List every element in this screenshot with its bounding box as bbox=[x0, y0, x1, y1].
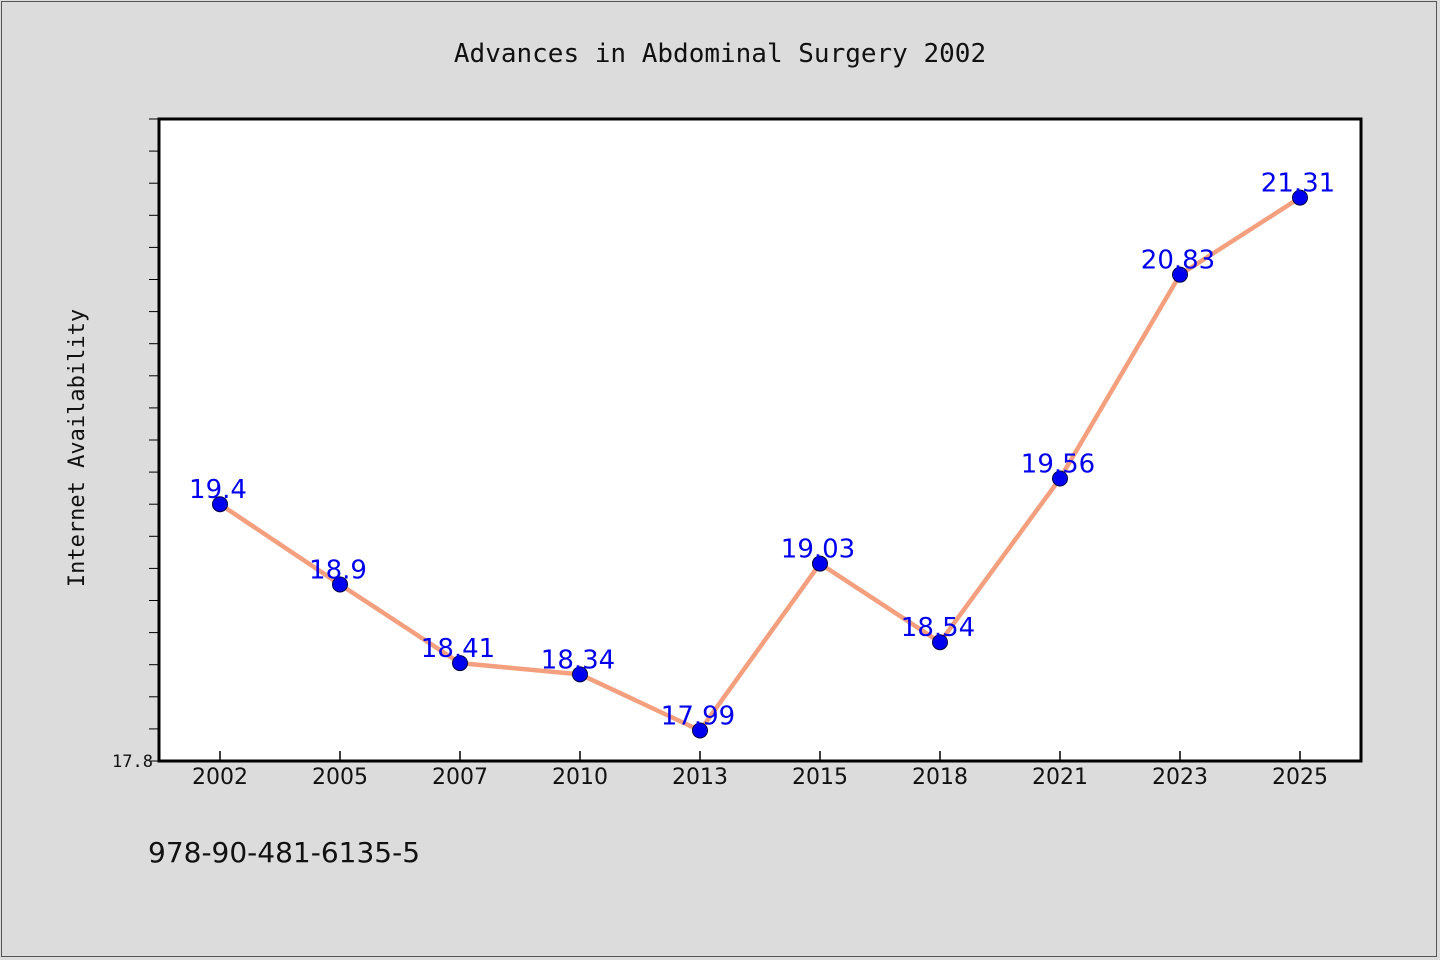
x-tick-label: 2007 bbox=[432, 765, 488, 790]
data-label: 21.31 bbox=[1261, 169, 1335, 199]
data-label: 17.99 bbox=[661, 702, 735, 732]
y-axis-label: Internet Availability bbox=[65, 309, 90, 587]
data-point bbox=[1052, 470, 1068, 487]
series-line bbox=[218, 195, 1302, 733]
data-label: 18.54 bbox=[901, 613, 975, 643]
x-tick-label: 2002 bbox=[192, 765, 248, 790]
data-label: 18.9 bbox=[309, 555, 367, 585]
x-tick-label: 2005 bbox=[312, 765, 368, 790]
y-axis-min-label: 17.8 bbox=[112, 752, 153, 772]
data-point bbox=[452, 655, 468, 672]
data-point bbox=[692, 722, 708, 739]
data-point bbox=[212, 496, 228, 513]
chart-title: Advances in Abdominal Surgery 2002 bbox=[454, 39, 986, 69]
data-point bbox=[932, 634, 948, 651]
x-tick-label: 2013 bbox=[672, 765, 728, 790]
x-tick-label: 2025 bbox=[1272, 765, 1328, 790]
data-label: 19.56 bbox=[1021, 450, 1095, 480]
data-label: 18.34 bbox=[541, 645, 615, 675]
data-point bbox=[1172, 266, 1188, 283]
x-axis-ticks: 2002 2005 2007 2010 2013 2015 2018 2021 2023 2025 bbox=[192, 751, 1328, 790]
data-label: 19.03 bbox=[781, 535, 855, 565]
data-label: 18.41 bbox=[421, 634, 495, 664]
y-axis-ticks bbox=[149, 118, 159, 762]
plot-area bbox=[157, 117, 1363, 763]
data-point bbox=[572, 666, 588, 683]
isbn-footer: 978-90-481-6135-5 bbox=[148, 836, 420, 869]
data-point bbox=[332, 576, 348, 593]
data-label: 20.83 bbox=[1141, 246, 1215, 276]
x-tick-label: 2018 bbox=[912, 765, 968, 790]
data-point bbox=[1292, 189, 1308, 206]
x-tick-label: 2010 bbox=[552, 765, 608, 790]
data-label: 19.4 bbox=[189, 475, 247, 505]
series-layer: 19.4 18.9 18.41 18.34 17.99 19.03 18.54 19.56 20… bbox=[189, 169, 1335, 739]
data-point bbox=[812, 555, 828, 572]
x-tick-label: 2021 bbox=[1032, 765, 1088, 790]
x-tick-label: 2023 bbox=[1152, 765, 1208, 790]
x-tick-label: 2015 bbox=[792, 765, 848, 790]
